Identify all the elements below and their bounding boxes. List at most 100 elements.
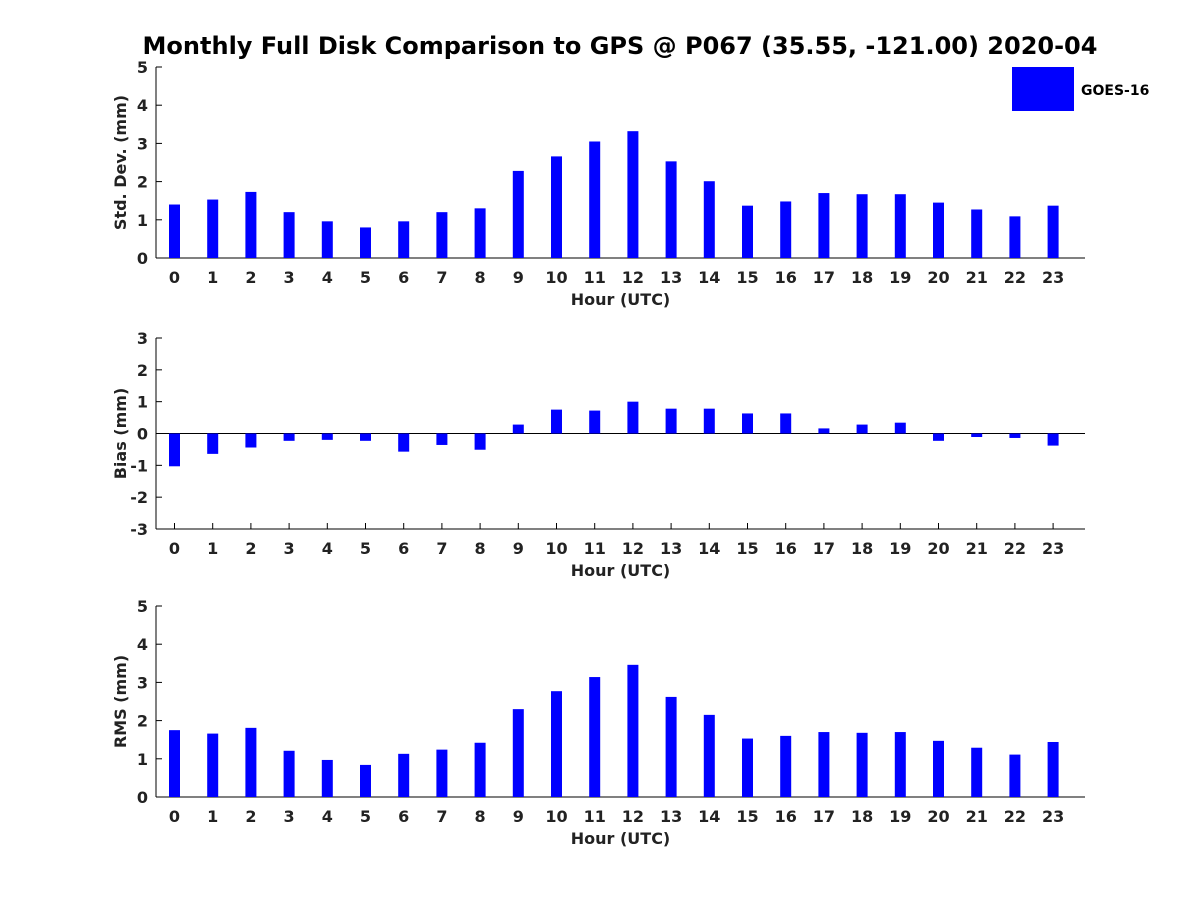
y-tick-label: 2: [137, 712, 148, 731]
x-tick-label: 6: [398, 807, 409, 826]
bar-bias-hour-12: [627, 401, 639, 434]
bar-rms-hour-1: [207, 733, 219, 797]
x-tick-label: 1: [207, 807, 218, 826]
x-tick-label: 10: [545, 539, 567, 558]
bar-std-dev-hour-12: [627, 131, 639, 258]
bar-std-dev-hour-6: [398, 221, 410, 258]
bar-bias-hour-20: [933, 433, 944, 441]
bar-std-dev-hour-10: [551, 156, 562, 258]
bar-std-dev-hour-20: [933, 202, 944, 258]
x-tick-label: 4: [322, 268, 333, 287]
bar-rms-hour-9: [512, 709, 524, 797]
legend-swatch: [1012, 67, 1074, 111]
y-axis-label: Bias (mm): [111, 388, 130, 480]
y-tick-label: -3: [130, 520, 148, 539]
bar-std-dev-hour-4: [321, 221, 333, 258]
x-tick-label: 20: [927, 268, 949, 287]
bar-bias-hour-3: [283, 433, 295, 441]
x-tick-label: 11: [584, 807, 606, 826]
bar-std-dev-hour-22: [1009, 216, 1021, 258]
bar-std-dev-hour-2: [245, 191, 257, 258]
x-tick-label: 11: [584, 539, 606, 558]
y-tick-label: -2: [130, 488, 148, 507]
x-tick-label: 14: [698, 268, 720, 287]
x-tick-label: 5: [360, 807, 371, 826]
bar-std-dev-hour-17: [818, 193, 830, 258]
legend: GOES-16: [1012, 67, 1149, 111]
y-tick-label: 4: [137, 635, 148, 654]
bar-bias-hour-5: [360, 433, 371, 441]
legend-label: GOES-16: [1081, 83, 1149, 99]
bar-bias-hour-2: [245, 433, 257, 448]
x-tick-label: 6: [398, 268, 409, 287]
bar-std-dev-hour-14: [703, 181, 715, 258]
x-tick-label: 2: [245, 268, 256, 287]
y-tick-label: 0: [137, 249, 148, 268]
y-tick-label: 1: [137, 393, 148, 412]
x-tick-label: 14: [698, 807, 720, 826]
bar-bias-hour-21: [971, 433, 983, 438]
bar-rms-hour-14: [703, 714, 715, 797]
bar-rms-hour-17: [818, 732, 830, 797]
x-axis-label: Hour (UTC): [571, 829, 671, 848]
x-tick-label: 2: [245, 807, 256, 826]
bar-bias-hour-1: [207, 433, 219, 454]
bar-rms-hour-10: [551, 691, 562, 797]
bar-bias-hour-15: [742, 413, 753, 434]
x-tick-label: 16: [775, 807, 797, 826]
bar-std-dev-hour-5: [360, 227, 371, 258]
x-tick-label: 8: [475, 807, 486, 826]
x-tick-label: 8: [475, 268, 486, 287]
x-tick-label: 20: [927, 807, 949, 826]
x-tick-label: 0: [169, 539, 180, 558]
bar-std-dev-hour-1: [207, 199, 219, 258]
bar-rms-hour-7: [436, 749, 448, 797]
bar-std-dev-hour-19: [894, 194, 906, 258]
y-tick-label: 0: [137, 425, 148, 444]
x-tick-label: 15: [736, 807, 758, 826]
x-tick-label: 19: [889, 268, 911, 287]
x-tick-label: 13: [660, 807, 682, 826]
x-tick-label: 12: [622, 268, 644, 287]
bar-bias-hour-9: [512, 424, 524, 434]
bar-rms-hour-0: [169, 730, 180, 797]
bar-rms-hour-12: [627, 664, 639, 797]
bar-rms-hour-21: [971, 747, 983, 797]
x-tick-label: 21: [966, 807, 988, 826]
bar-bias-hour-18: [856, 424, 868, 434]
x-tick-label: 21: [966, 268, 988, 287]
bar-rms-hour-13: [665, 696, 677, 797]
bar-bias-hour-16: [780, 413, 792, 434]
bar-std-dev-hour-9: [512, 170, 524, 258]
x-tick-label: 3: [284, 807, 295, 826]
x-tick-label: 1: [207, 539, 218, 558]
bar-rms-hour-16: [780, 735, 792, 797]
x-tick-label: 9: [513, 807, 524, 826]
x-tick-label: 4: [322, 539, 333, 558]
x-tick-label: 22: [1004, 268, 1026, 287]
y-tick-label: 3: [137, 134, 148, 153]
chart-title: Monthly Full Disk Comparison to GPS @ P0…: [143, 32, 1098, 60]
x-tick-label: 18: [851, 807, 873, 826]
x-tick-label: 23: [1042, 268, 1064, 287]
bar-std-dev-hour-8: [474, 208, 486, 258]
bar-bias-hour-23: [1047, 433, 1059, 446]
x-tick-label: 16: [775, 539, 797, 558]
y-tick-label: -1: [130, 456, 148, 475]
bar-rms-hour-11: [589, 677, 601, 797]
x-axis-label: Hour (UTC): [571, 561, 671, 580]
x-tick-label: 5: [360, 268, 371, 287]
x-tick-label: 15: [736, 539, 758, 558]
bar-rms-hour-6: [398, 753, 410, 797]
bar-bias-hour-8: [474, 433, 486, 450]
bar-rms-hour-19: [894, 732, 906, 797]
x-tick-label: 22: [1004, 807, 1026, 826]
x-tick-label: 0: [169, 268, 180, 287]
y-tick-label: 1: [137, 211, 148, 230]
y-tick-label: 2: [137, 361, 148, 380]
x-tick-label: 3: [284, 539, 295, 558]
bar-bias-hour-22: [1009, 433, 1021, 438]
bar-rms-hour-5: [360, 764, 371, 797]
bar-bias-hour-14: [703, 408, 715, 434]
